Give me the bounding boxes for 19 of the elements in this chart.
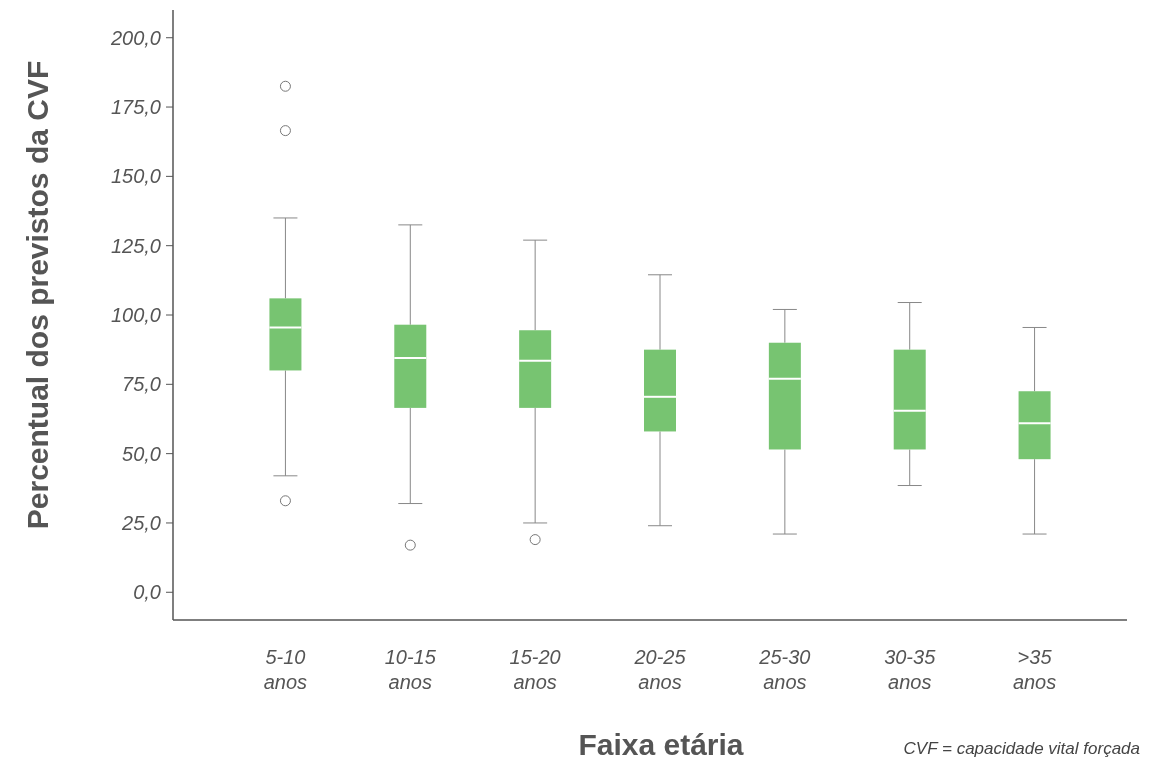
x-tick-label: >35 anos [1012, 646, 1057, 693]
y-tick-label: 100,0 [110, 304, 161, 326]
y-tick-label: 0,0 [133, 581, 161, 604]
y-tick-label: 25,0 [121, 511, 161, 534]
text: CVF = capacidade vital forçada [903, 739, 1140, 758]
y-tick-label: 50,0 [122, 442, 161, 465]
y-tick-label: 175,0 [110, 96, 161, 119]
y-tick-label: 150,0 [110, 165, 161, 188]
x-tick-label: 20-25 anos [633, 646, 687, 693]
y-tick-label: 125,0 [110, 234, 161, 257]
x-tick-label: 5-10 anos [263, 646, 308, 693]
x-tick-label: 10-15 anos [384, 646, 437, 693]
y-tick-label: 200,0 [109, 26, 161, 49]
y-tick-label: 75,0 [122, 373, 161, 396]
x-axis-title: Faixa etária [578, 728, 744, 761]
y-axis-title: Percentual dos previstos da CVF [21, 60, 54, 530]
x-tick-label: 30-35 anos [884, 646, 937, 693]
x-tick-label: 15-20 anos [509, 646, 561, 693]
x-tick-label: 25-30 anos [758, 646, 811, 693]
